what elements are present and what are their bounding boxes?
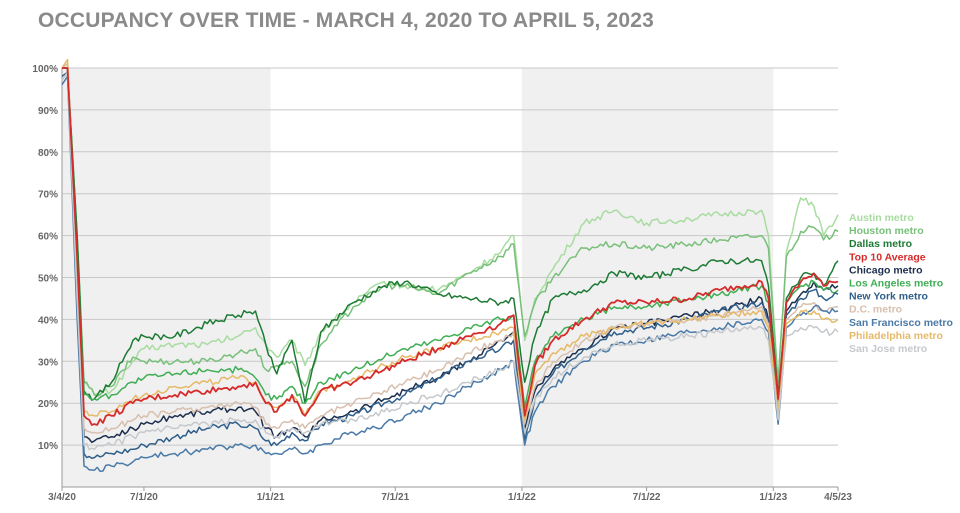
series-line-san-jose-metro <box>61 71 839 451</box>
chart-title: OCCUPANCY OVER TIME - MARCH 4, 2020 TO A… <box>38 9 655 32</box>
x-tick-label: 1/1/22 <box>508 492 536 503</box>
y-tick-label: 40% <box>38 315 58 326</box>
gridlines <box>62 67 838 446</box>
series-lines <box>61 58 839 473</box>
series-line-houston-metro <box>62 67 839 397</box>
y-tick-label: 90% <box>38 106 58 117</box>
legend-label: Los Angeles metro <box>849 278 943 290</box>
series-line-new-york-metro <box>61 71 839 459</box>
legend-label: San Francisco metro <box>849 317 953 329</box>
y-tick-label: 30% <box>38 357 58 368</box>
legend-label: Dallas metro <box>849 238 912 250</box>
legend-label: New York metro <box>849 291 928 303</box>
axes: 10% 20% 30% 40% 50% 60% 70% 80% 90% 100% 3/4/20 7/1… <box>32 64 852 503</box>
y-tick-label: 20% <box>38 399 58 410</box>
legend-label: Austin metro <box>849 212 914 224</box>
legend-label: Top 10 Average <box>849 251 926 263</box>
series-line-dallas-metro <box>62 67 839 404</box>
legend-label: D.C. metro <box>849 304 902 316</box>
series-line-top-10-average <box>62 67 839 426</box>
x-tick-label: 7/1/21 <box>381 492 409 503</box>
y-tick-label: 100% <box>32 64 58 75</box>
y-tick-label: 60% <box>38 232 58 243</box>
x-tick-label: 3/4/20 <box>48 492 76 503</box>
x-tick-label: 7/1/20 <box>130 492 158 503</box>
x-tick-label: 4/5/23 <box>824 492 852 503</box>
series-line-philadelphia-metro <box>61 58 839 421</box>
x-tick-label: 1/1/21 <box>257 492 285 503</box>
y-tick-label: 70% <box>38 190 58 201</box>
y-tick-label: 50% <box>38 274 58 285</box>
legend-label: Houston metro <box>849 225 924 237</box>
legend-label: San Jose metro <box>849 343 927 355</box>
legend-label: Chicago metro <box>849 264 923 276</box>
x-tick-label: 7/1/22 <box>633 492 661 503</box>
y-tick-label: 80% <box>38 148 58 159</box>
y-tick-label: 10% <box>38 441 58 452</box>
legend-label: Philadelphia metro <box>849 330 943 342</box>
x-tick-label: 1/1/23 <box>759 492 787 503</box>
